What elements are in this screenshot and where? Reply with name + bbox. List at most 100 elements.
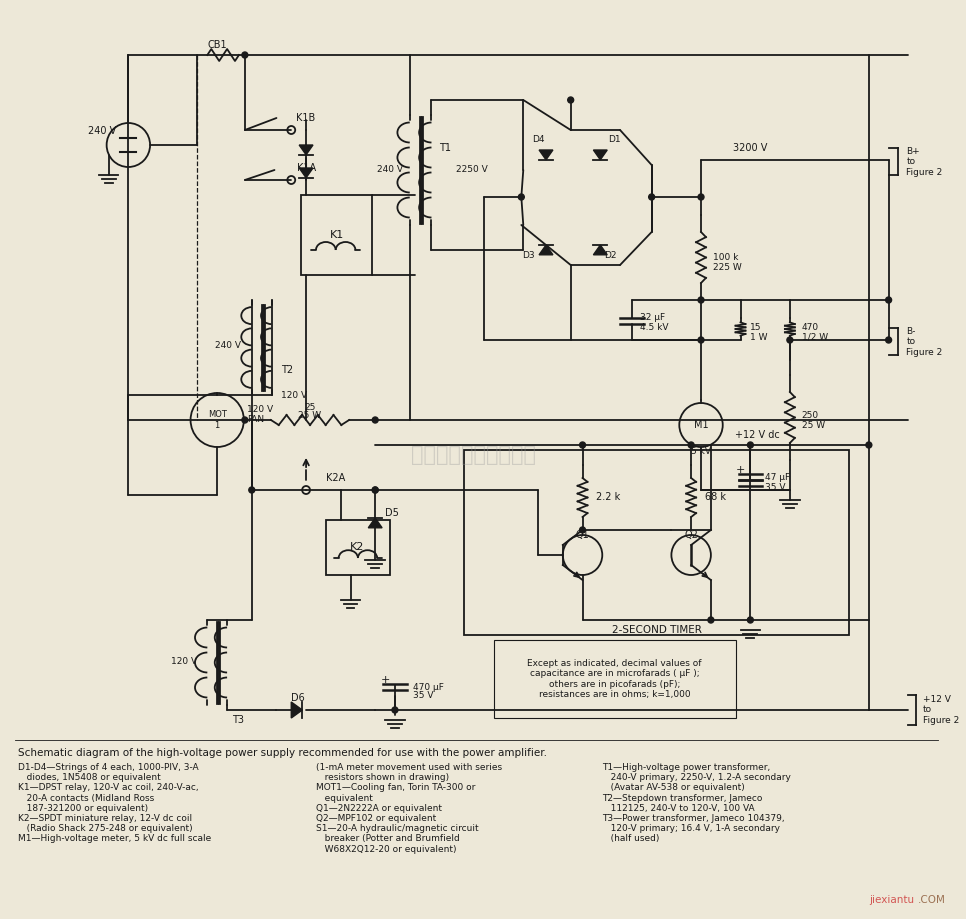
Text: 1/2 W: 1/2 W [802, 333, 828, 342]
Text: (Avatar AV-538 or equivalent): (Avatar AV-538 or equivalent) [602, 783, 745, 792]
Circle shape [787, 337, 793, 343]
Circle shape [392, 707, 398, 713]
Text: MOT1—Cooling fan, Torin TA-300 or: MOT1—Cooling fan, Torin TA-300 or [316, 783, 475, 792]
Text: Q2—MPF102 or equivalent: Q2—MPF102 or equivalent [316, 814, 437, 823]
Text: D1: D1 [608, 135, 620, 144]
Text: jiexiantu: jiexiantu [868, 895, 914, 905]
Text: 112125, 240-V to 120-V, 100 VA: 112125, 240-V to 120-V, 100 VA [602, 804, 754, 812]
Text: 3200 V: 3200 V [733, 143, 768, 153]
Polygon shape [539, 245, 553, 255]
Text: B+
to
Figure 2: B+ to Figure 2 [906, 147, 943, 176]
Text: 15: 15 [751, 323, 762, 333]
Text: +12 V
to
Figure 2: +12 V to Figure 2 [923, 695, 959, 725]
Text: 120-V primary; 16.4 V, 1-A secondary: 120-V primary; 16.4 V, 1-A secondary [602, 824, 781, 834]
Text: K2: K2 [351, 542, 364, 552]
Text: K2—SPDT miniature relay, 12-V dc coil: K2—SPDT miniature relay, 12-V dc coil [17, 814, 192, 823]
Text: 25: 25 [304, 403, 316, 413]
Circle shape [372, 417, 378, 423]
Text: CB1: CB1 [208, 40, 227, 50]
Text: 5 kV: 5 kV [691, 448, 711, 457]
Text: 20-A contacts (Midland Ross: 20-A contacts (Midland Ross [17, 794, 154, 802]
Bar [301, 195, 372, 275]
Text: FAN: FAN [247, 415, 264, 425]
Circle shape [748, 617, 753, 623]
Text: K1B: K1B [297, 113, 316, 123]
Text: T1—High-voltage power transformer,: T1—High-voltage power transformer, [602, 763, 771, 772]
Text: Except as indicated, decimal values of
capacitance are in microfarads ( μF );
ot: Except as indicated, decimal values of c… [527, 659, 702, 699]
Text: T1: T1 [440, 143, 451, 153]
Text: (1-mA meter movement used with series: (1-mA meter movement used with series [316, 763, 502, 772]
Circle shape [372, 487, 378, 493]
Bar [464, 450, 849, 635]
Text: D3: D3 [522, 251, 534, 259]
Polygon shape [368, 518, 383, 528]
Text: 2-SECOND TIMER: 2-SECOND TIMER [611, 625, 701, 635]
Text: 35 V: 35 V [765, 482, 785, 492]
Circle shape [249, 487, 255, 493]
Text: 杭州将睢科技有限公司: 杭州将睢科技有限公司 [412, 445, 536, 465]
Circle shape [698, 337, 704, 343]
Polygon shape [292, 702, 302, 718]
Text: 187-321200 or equivalent): 187-321200 or equivalent) [17, 804, 148, 812]
Text: 47 μF: 47 μF [765, 473, 790, 482]
Circle shape [242, 52, 248, 58]
Text: D4: D4 [532, 135, 545, 144]
Text: 35 V: 35 V [412, 691, 433, 700]
Text: 225 W: 225 W [713, 263, 742, 271]
Text: 4.5 kV: 4.5 kV [639, 323, 668, 332]
Polygon shape [593, 150, 608, 160]
Text: K2A: K2A [326, 473, 345, 483]
Text: +: + [736, 465, 745, 475]
Text: T2—Stepdown transformer, Jameco: T2—Stepdown transformer, Jameco [602, 794, 762, 802]
Text: 2.2 k: 2.2 k [596, 492, 620, 502]
Text: 470 μF: 470 μF [412, 683, 443, 691]
Text: S1—20-A hydraulic/magnetic circuit: S1—20-A hydraulic/magnetic circuit [316, 824, 478, 834]
Text: T3—Power transformer, Jameco 104379,: T3—Power transformer, Jameco 104379, [602, 814, 785, 823]
Text: D2: D2 [604, 251, 616, 259]
Text: 240-V primary, 2250-V, 1.2-A secondary: 240-V primary, 2250-V, 1.2-A secondary [602, 773, 791, 782]
Text: B-
to
Figure 2: B- to Figure 2 [906, 327, 943, 357]
Text: 2250 V: 2250 V [456, 165, 488, 175]
Text: 100 k: 100 k [713, 253, 738, 262]
Text: Q1—2N2222A or equivalent: Q1—2N2222A or equivalent [316, 804, 442, 812]
Text: 240 V: 240 V [88, 126, 117, 136]
Text: 120 V: 120 V [281, 391, 307, 400]
Text: MOT
1: MOT 1 [208, 410, 227, 430]
Text: D5: D5 [385, 508, 399, 518]
Text: Q1: Q1 [576, 530, 589, 540]
Text: resistors shown in drawing): resistors shown in drawing) [316, 773, 449, 782]
Text: (half used): (half used) [602, 834, 660, 844]
Text: 240 V: 240 V [377, 165, 403, 175]
Text: .COM: .COM [919, 895, 946, 905]
Circle shape [688, 442, 695, 448]
Circle shape [568, 97, 574, 103]
Circle shape [372, 487, 378, 493]
Circle shape [866, 442, 872, 448]
Bar [326, 520, 390, 575]
Text: T3: T3 [232, 715, 244, 725]
Circle shape [886, 297, 892, 303]
Text: Schematic diagram of the high-voltage power supply recommended for use with the : Schematic diagram of the high-voltage po… [17, 748, 547, 758]
Circle shape [886, 337, 892, 343]
Text: breaker (Potter and Brumfield: breaker (Potter and Brumfield [316, 834, 460, 844]
Circle shape [580, 442, 585, 448]
Polygon shape [593, 245, 608, 255]
Text: 32 μF: 32 μF [639, 313, 665, 323]
Text: (Radio Shack 275-248 or equivalent): (Radio Shack 275-248 or equivalent) [17, 824, 192, 834]
Text: 68 k: 68 k [705, 492, 726, 502]
Circle shape [580, 527, 585, 533]
Text: 120 V: 120 V [247, 405, 273, 414]
Text: M1: M1 [694, 420, 708, 430]
Text: 25 W: 25 W [802, 421, 825, 429]
Text: +: + [381, 675, 389, 685]
Polygon shape [539, 150, 553, 160]
Text: 120 V: 120 V [171, 657, 197, 666]
Text: +12 V dc: +12 V dc [735, 430, 780, 440]
Text: 250: 250 [802, 411, 819, 419]
Text: 470: 470 [802, 323, 819, 333]
Circle shape [649, 194, 655, 200]
Text: T2: T2 [281, 365, 294, 375]
Circle shape [708, 617, 714, 623]
Text: D1-D4—Strings of 4 each, 1000-PIV, 3-A: D1-D4—Strings of 4 each, 1000-PIV, 3-A [17, 763, 198, 772]
Text: D6: D6 [292, 693, 305, 703]
